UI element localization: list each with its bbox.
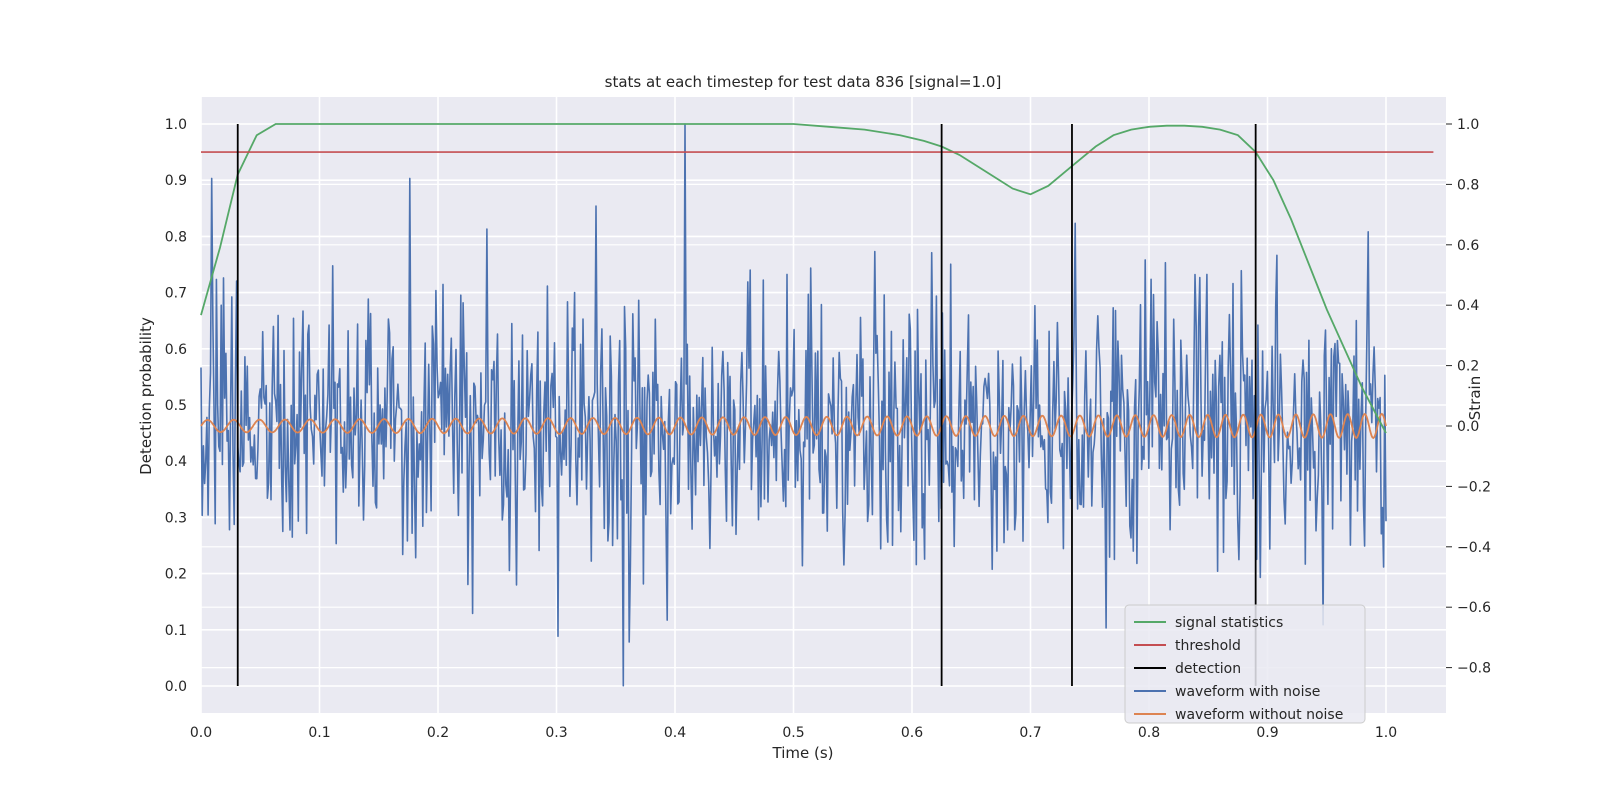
x-tick-label: 0.9 bbox=[1256, 725, 1278, 741]
legend-label: threshold bbox=[1175, 638, 1241, 654]
y-tick-label-right: 0.6 bbox=[1457, 238, 1479, 254]
y-tick-label-right: 0.8 bbox=[1457, 177, 1479, 193]
x-tick-label: 0.1 bbox=[308, 725, 330, 741]
x-axis-title: Time (s) bbox=[772, 744, 834, 762]
y-tick-label-right: 0.2 bbox=[1457, 359, 1479, 375]
y-tick-label-right: −0.8 bbox=[1457, 661, 1491, 677]
y-tick-label-left: 0.7 bbox=[165, 286, 187, 302]
y-tick-label-left: 0.5 bbox=[165, 398, 187, 414]
legend-label: waveform with noise bbox=[1175, 684, 1320, 700]
x-tick-label: 0.3 bbox=[545, 725, 567, 741]
x-tick-label: 0.2 bbox=[427, 725, 449, 741]
y-tick-label-right: 0.4 bbox=[1457, 298, 1479, 314]
x-tick-label: 0.4 bbox=[664, 725, 686, 741]
x-tick-label: 0.0 bbox=[190, 725, 212, 741]
legend: signal statistics threshold detection wavef… bbox=[1124, 604, 1366, 724]
y-tick-label-left: 0.3 bbox=[165, 510, 187, 526]
x-tick-label: 0.7 bbox=[1019, 725, 1041, 741]
y-tick-label-left: 0.9 bbox=[165, 173, 187, 189]
y-tick-label-right: −0.4 bbox=[1457, 540, 1491, 556]
legend-label: detection bbox=[1175, 661, 1241, 677]
y-tick-label-right: 0.0 bbox=[1457, 419, 1479, 435]
legend-box bbox=[1124, 604, 1366, 724]
y-axis-title-right: Strain bbox=[1466, 376, 1484, 420]
y-tick-label-left: 0.6 bbox=[165, 342, 187, 358]
x-tick-label: 0.6 bbox=[901, 725, 923, 741]
y-tick-label-left: 0.1 bbox=[165, 623, 187, 639]
chart-title: stats at each timestep for test data 836… bbox=[605, 73, 1002, 91]
waveform-without-noise-line bbox=[200, 412, 1387, 440]
legend-label: signal statistics bbox=[1175, 615, 1283, 631]
y-tick-label-left: 0.4 bbox=[165, 454, 187, 470]
legend-label: waveform without noise bbox=[1175, 707, 1343, 723]
y-tick-label-left: 0.0 bbox=[165, 679, 187, 695]
x-tick-label: 1.0 bbox=[1375, 725, 1397, 741]
signal-statistics-line bbox=[200, 123, 1387, 434]
y-tick-label-right: −0.6 bbox=[1457, 600, 1491, 616]
y-tick-label-left: 0.8 bbox=[165, 229, 187, 245]
y-axis-title-left: Detection probability bbox=[137, 317, 155, 475]
y-tick-label-left: 0.2 bbox=[165, 567, 187, 583]
y-tick-label-left: 1.0 bbox=[165, 117, 187, 133]
y-tick-label-right: −0.2 bbox=[1457, 479, 1491, 495]
x-tick-label: 0.5 bbox=[782, 725, 804, 741]
waveform-with-noise-line bbox=[200, 123, 1387, 687]
y-tick-label-right: 1.0 bbox=[1457, 117, 1479, 133]
x-tick-label: 0.8 bbox=[1138, 725, 1160, 741]
